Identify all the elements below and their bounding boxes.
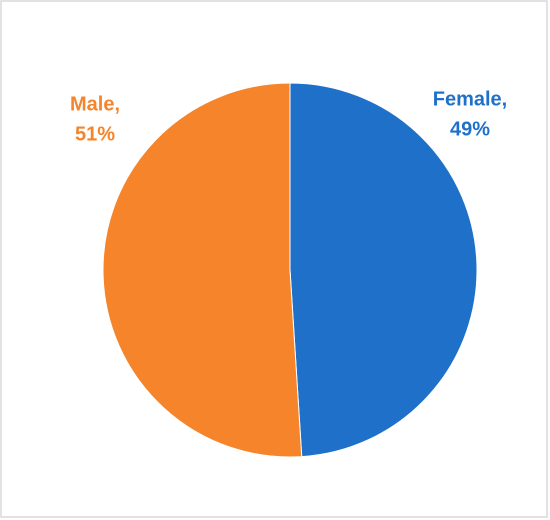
pie-slice — [102, 82, 303, 458]
slice-category-label: Female, — [433, 88, 507, 110]
slice-value-label: 51% — [75, 123, 115, 145]
slice-category-label: Male, — [70, 93, 120, 115]
pie-slice — [289, 82, 478, 458]
slice-value-label: 49% — [450, 118, 490, 140]
